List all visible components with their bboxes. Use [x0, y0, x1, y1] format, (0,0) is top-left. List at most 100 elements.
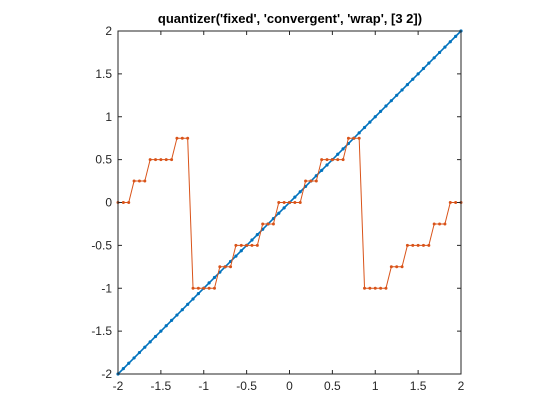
data-point [368, 120, 372, 124]
data-point [170, 158, 174, 162]
data-point [416, 243, 420, 247]
data-point [148, 158, 152, 162]
data-point [207, 286, 211, 290]
data-point [411, 243, 415, 247]
data-point [255, 243, 259, 247]
data-point [277, 201, 281, 204]
y-tick-label: 2 [105, 24, 112, 38]
data-point [421, 243, 425, 247]
data-point [250, 243, 254, 247]
data-point [384, 104, 388, 108]
data-point [164, 158, 168, 162]
y-tick-label: -2 [101, 367, 112, 381]
data-point [373, 286, 377, 290]
data-point [443, 45, 447, 49]
x-tick-label: -1 [198, 379, 209, 393]
data-point [379, 286, 383, 290]
x-tick-label: -2 [113, 379, 124, 393]
data-point [379, 109, 383, 113]
data-point [186, 302, 190, 306]
data-point [384, 286, 388, 290]
data-point [357, 131, 361, 135]
data-point [154, 158, 158, 162]
data-point [277, 211, 281, 215]
data-point [186, 136, 190, 140]
data-point [438, 222, 442, 226]
data-point [330, 158, 334, 162]
data-point [143, 179, 147, 183]
y-tick-label: -1 [101, 281, 112, 295]
data-point [336, 158, 340, 162]
data-point [143, 345, 147, 349]
data-point [191, 297, 195, 301]
data-point [437, 50, 442, 55]
data-point [234, 254, 238, 258]
data-point [266, 222, 270, 226]
data-point [389, 265, 393, 269]
data-point [368, 286, 372, 290]
data-point [336, 152, 340, 156]
x-tick-label: 0.5 [324, 379, 341, 393]
data-point [212, 275, 217, 280]
data-point [432, 56, 436, 60]
data-point [448, 40, 452, 44]
data-point [357, 136, 361, 140]
data-point [121, 367, 125, 371]
y-tick-label: -0.5 [91, 238, 112, 252]
data-point [159, 329, 163, 333]
data-point [448, 201, 452, 204]
data-point [223, 265, 227, 269]
data-point [218, 265, 222, 269]
data-point [352, 136, 356, 140]
data-point [325, 163, 329, 167]
data-point [164, 324, 168, 328]
x-tick-label: 2 [458, 379, 465, 393]
data-point [325, 158, 329, 162]
data-point [229, 265, 233, 269]
x-tick-label: -0.5 [236, 379, 257, 393]
data-point [427, 61, 431, 65]
data-point [282, 201, 286, 204]
data-point [304, 179, 308, 183]
data-point [395, 93, 399, 97]
data-point [363, 286, 367, 290]
data-point [298, 190, 302, 194]
data-point [282, 206, 286, 210]
data-point [320, 158, 324, 162]
data-point [454, 201, 458, 204]
data-point [309, 179, 313, 183]
chart-title: quantizer('fixed', 'convergent', 'wrap',… [158, 11, 422, 26]
data-point [250, 238, 254, 242]
data-point [421, 66, 426, 71]
data-point [169, 318, 174, 323]
data-point [153, 334, 158, 339]
x-tick-label: 0 [286, 379, 293, 393]
x-tick-label: -1.5 [151, 379, 172, 393]
data-point [202, 286, 206, 290]
data-point [405, 243, 409, 247]
data-point [362, 125, 367, 130]
x-tick-label: 1.5 [410, 379, 427, 393]
y-tick-label: 1.5 [95, 67, 112, 81]
data-point [288, 201, 291, 204]
y-tick-label: 0.5 [95, 153, 112, 167]
data-point [400, 265, 404, 269]
data-point [411, 77, 415, 81]
data-point [341, 147, 345, 151]
series-quantized [116, 136, 463, 290]
data-point [212, 286, 216, 290]
data-point [261, 222, 265, 226]
data-point [239, 243, 243, 247]
data-point [180, 308, 184, 312]
data-point [207, 281, 211, 285]
data-point [137, 179, 141, 183]
y-tick-label: -1.5 [91, 324, 112, 338]
data-point [196, 286, 200, 290]
data-point [443, 222, 447, 226]
data-point [255, 233, 259, 237]
data-point [432, 222, 436, 226]
data-point [400, 88, 404, 92]
data-point [234, 243, 238, 247]
data-point [121, 201, 125, 204]
data-point [293, 195, 297, 199]
